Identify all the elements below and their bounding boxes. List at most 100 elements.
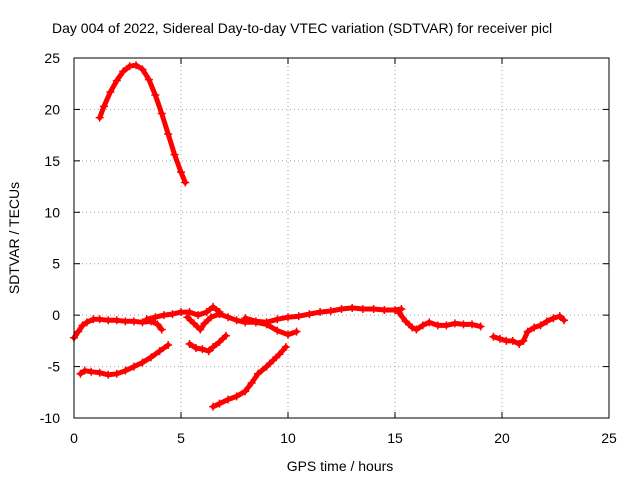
y-tick-label: -5: [48, 359, 61, 375]
data-point: [273, 326, 282, 335]
data-point: [87, 367, 96, 376]
data-point: [129, 317, 138, 326]
data-point: [221, 331, 230, 340]
data-point: [536, 321, 545, 330]
series-line: [97, 62, 188, 185]
data-point: [206, 313, 215, 322]
chart-title: Day 004 of 2022, Sidereal Day-to-day VTE…: [52, 20, 552, 36]
data-point: [515, 339, 524, 348]
series-arc-7: [209, 343, 290, 411]
data-point: [555, 312, 564, 321]
data-point: [95, 368, 104, 377]
data-point: [125, 62, 134, 71]
data-point: [284, 330, 292, 339]
data-point: [121, 366, 130, 375]
data-point: [153, 320, 162, 329]
data-point: [275, 350, 284, 359]
data-point: [468, 320, 477, 329]
data-point: [316, 308, 325, 317]
data-point: [157, 325, 166, 334]
data-point: [284, 313, 292, 322]
data-point: [241, 387, 250, 396]
data-point: [196, 325, 205, 334]
x-tick-label: 25: [601, 430, 617, 446]
data-point: [164, 130, 173, 139]
data-point: [530, 323, 539, 332]
data-point: [104, 316, 113, 325]
data-point: [104, 370, 113, 379]
x-axis-title: GPS time / hours: [287, 458, 394, 474]
data-point: [294, 312, 303, 321]
data-point: [450, 319, 459, 328]
data-point: [209, 302, 218, 311]
data-point: [159, 311, 168, 320]
data-point: [181, 178, 190, 187]
data-point: [194, 311, 203, 320]
axis-ticks: [73, 57, 610, 419]
data-point: [408, 323, 417, 332]
data-point: [189, 319, 198, 328]
data-point: [138, 65, 147, 74]
data-point: [132, 61, 141, 70]
data-point: [397, 304, 406, 313]
data-point: [425, 318, 434, 327]
data-point: [442, 321, 451, 330]
data-point: [112, 369, 121, 378]
series-arc-3: [76, 340, 173, 379]
data-point: [254, 369, 263, 378]
x-tick-label: 15: [387, 430, 403, 446]
y-tick-label: 0: [52, 307, 60, 323]
data-point: [191, 344, 200, 353]
data-point: [170, 150, 179, 159]
data-point: [395, 309, 404, 318]
data-point: [74, 327, 83, 336]
data-point: [326, 307, 335, 316]
series-line: [144, 304, 222, 322]
data-point: [177, 168, 185, 177]
data-point: [369, 304, 378, 313]
x-tick-label: 5: [177, 430, 185, 446]
series-line: [210, 344, 289, 410]
data-point: [542, 317, 551, 326]
data-point: [185, 339, 194, 348]
data-point: [262, 318, 271, 327]
data-layer: [70, 61, 569, 411]
data-point: [76, 369, 85, 378]
y-tick-label: 25: [44, 50, 60, 66]
data-point: [305, 310, 314, 319]
data-point: [348, 303, 357, 312]
data-point: [476, 322, 485, 331]
data-point: [241, 314, 250, 323]
data-point: [129, 362, 138, 371]
data-point: [433, 321, 442, 330]
series-arc-2: [70, 315, 166, 342]
data-point: [185, 308, 194, 317]
data-point: [209, 402, 218, 411]
data-point: [200, 319, 209, 328]
data-point: [281, 343, 290, 352]
data-point: [82, 318, 91, 327]
data-point: [519, 336, 528, 345]
data-point: [224, 313, 233, 322]
data-point: [337, 304, 346, 313]
data-point: [198, 345, 207, 354]
series-arc-9: [395, 309, 485, 334]
data-point: [112, 76, 121, 85]
data-point: [144, 75, 153, 84]
data-point: [358, 304, 367, 313]
data-point: [391, 306, 399, 314]
data-point: [119, 67, 128, 76]
data-point: [155, 347, 164, 356]
data-point: [418, 321, 427, 330]
data-point: [459, 320, 468, 329]
series-line: [242, 305, 404, 325]
data-point: [80, 366, 89, 375]
data-point: [247, 379, 256, 388]
data-point: [95, 315, 104, 324]
data-point: [549, 314, 558, 323]
data-point: [215, 310, 224, 319]
data-point: [489, 332, 498, 341]
y-axis-title: SDTVAR / TECUs: [6, 182, 22, 294]
data-point: [164, 340, 173, 349]
series-arc-4: [142, 302, 224, 324]
